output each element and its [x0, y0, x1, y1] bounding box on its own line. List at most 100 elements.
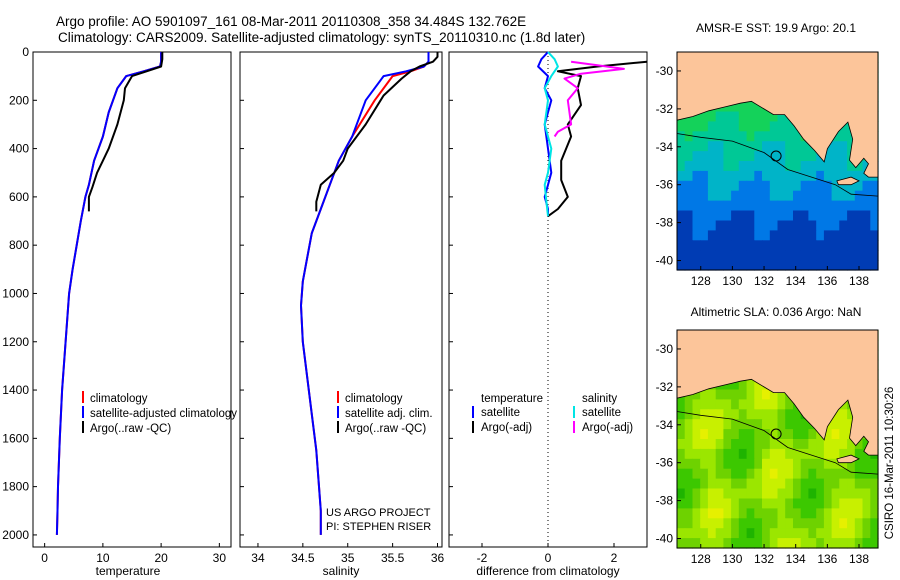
map-cell: [823, 151, 833, 162]
map-cell: [800, 240, 809, 251]
map-cell: [677, 230, 686, 241]
map-cell: [731, 190, 740, 202]
map-cell: [692, 200, 701, 212]
map-cell: [777, 488, 786, 499]
map-cell: [847, 409, 856, 420]
map-cell: [862, 210, 871, 221]
map-cell: [816, 230, 825, 241]
map-cell: [754, 230, 763, 241]
series-line-temperature-argo-adj: [547, 60, 648, 218]
map-cell: [707, 131, 717, 142]
map-cell: [684, 429, 693, 440]
map-cell: [785, 230, 794, 241]
map-cell: [715, 458, 724, 470]
map-cell: [700, 399, 709, 410]
map-cell: [754, 458, 763, 470]
map-cell: [700, 111, 709, 122]
map-cell: [700, 230, 709, 241]
map-cell: [854, 478, 864, 490]
map-cell: [847, 190, 856, 202]
series-line-climatology: [55, 52, 163, 535]
map-cell: [831, 409, 840, 420]
x-tick-label: 35.5: [381, 551, 405, 565]
map-cell: [777, 220, 786, 231]
difference-legend: temperature satellite Argo(-adj) salinit…: [472, 393, 633, 434]
map-cell: [870, 250, 879, 261]
map-cell: [723, 190, 732, 202]
y-tick-label: 800: [9, 238, 29, 252]
map-cell: [839, 488, 848, 499]
map-cell: [738, 448, 748, 460]
map-cell: [823, 250, 833, 261]
map-cell: [731, 528, 740, 539]
map-cell: [816, 518, 825, 529]
map-cell: [677, 200, 686, 212]
map-cell: [777, 389, 786, 400]
salinity-legend: climatology satellite adj. clim. Argo(..…: [337, 391, 433, 435]
map-cell: [715, 518, 724, 529]
map-cell: [808, 220, 817, 231]
map-cell: [762, 151, 771, 162]
map-cell: [793, 409, 802, 420]
map-cell: [700, 141, 709, 152]
argo-position-marker: [770, 428, 782, 440]
map-cell: [823, 260, 833, 271]
map-cell: [777, 200, 786, 212]
map-cell: [746, 508, 755, 519]
map-cell: [800, 439, 809, 450]
map-cell: [738, 250, 748, 261]
map-cell: [777, 399, 786, 410]
map-cell: [746, 260, 755, 271]
map-cell: [777, 190, 786, 202]
map-cell: [762, 409, 771, 420]
map-cell: [715, 190, 724, 202]
map-cell: [800, 141, 809, 152]
y-tick-label: -40: [656, 254, 674, 268]
map-cell: [769, 180, 779, 192]
map-cell: [700, 180, 709, 192]
map-cell: [746, 498, 755, 509]
map-cell: [707, 240, 717, 251]
map-cell: [777, 439, 786, 450]
map-cell: [793, 220, 802, 231]
map-cell: [839, 190, 848, 202]
map-cell: [754, 121, 763, 132]
x-tick-label: 0: [41, 551, 48, 565]
y-tick-label: -38: [656, 216, 674, 230]
y-tick-label: 2000: [2, 528, 29, 542]
map-cell: [808, 210, 817, 221]
map-cell: [746, 468, 755, 480]
salinity-axes-box: [239, 51, 443, 548]
map-cell: [723, 220, 732, 231]
map-cell: [769, 151, 779, 162]
map-cell: [847, 538, 856, 549]
series-line-argo-raw-qc: [315, 52, 439, 212]
map-cell: [731, 131, 740, 142]
map-cell: [777, 240, 786, 251]
map-cell: [862, 180, 871, 192]
map-cell: [700, 478, 709, 490]
map-cell: [684, 170, 693, 182]
y-tick-label: 600: [9, 190, 29, 204]
map-cell: [707, 409, 717, 420]
map-cell: [870, 528, 879, 539]
map-cell: [700, 508, 709, 519]
series-line-satellite-adjusted-climatology: [55, 52, 163, 535]
map-cell: [769, 488, 779, 499]
map-cell: [723, 180, 732, 192]
map-cell: [715, 180, 724, 192]
map-cell: [808, 429, 817, 440]
y-tick-label: -34: [656, 140, 674, 154]
map-cell: [723, 508, 732, 519]
map-cell: [746, 131, 755, 142]
map-cell: [707, 190, 717, 202]
map-cell: [800, 151, 809, 162]
map-cell: [785, 528, 794, 539]
map-cell: [715, 141, 724, 152]
map-cell: [746, 478, 755, 490]
map-cell: [700, 448, 709, 460]
map-cell: [854, 458, 864, 470]
map-cell: [793, 170, 802, 182]
legend-label-satellite: satellite adj. clim.: [345, 408, 433, 420]
map-cell: [823, 190, 833, 202]
